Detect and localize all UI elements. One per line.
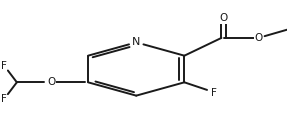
Text: F: F [1,94,7,104]
Text: N: N [132,37,141,47]
Text: F: F [211,88,217,98]
Text: O: O [47,77,55,87]
Text: F: F [1,61,7,71]
Text: O: O [254,33,263,43]
Text: O: O [219,13,228,23]
